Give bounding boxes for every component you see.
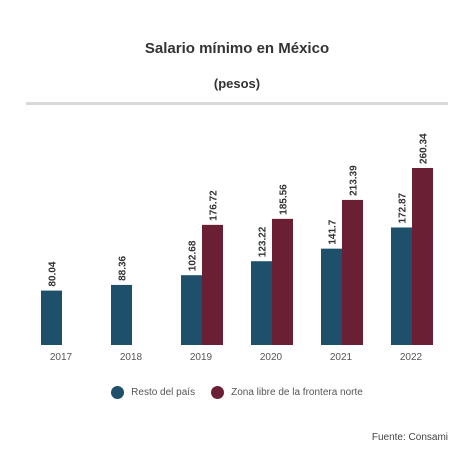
x-tick-label-2019: 2019 xyxy=(190,352,213,363)
data-label-frontera-2020: 185.56 xyxy=(279,184,290,215)
source-note: Fuente: Consami xyxy=(371,432,448,443)
data-label-resto-2018: 88.36 xyxy=(118,255,129,280)
bar-frontera-2019 xyxy=(202,224,223,345)
chart-subtitle: (pesos) xyxy=(213,76,261,91)
x-tick-label-2022: 2022 xyxy=(400,352,423,363)
bar-frontera-2022 xyxy=(412,168,433,345)
bar-chart: 80.04 2017 88.36 2018 102.68 176.72 2019 123.22… xyxy=(41,133,433,363)
legend-swatch-series-2 xyxy=(211,386,225,399)
data-label-resto-2021: 141.7 xyxy=(328,219,339,244)
data-label-resto-2020: 123.22 xyxy=(258,226,269,257)
x-tick-label-2017: 2017 xyxy=(50,352,73,363)
bar-resto-2021 xyxy=(321,248,342,345)
bar-resto-2018 xyxy=(111,284,132,345)
bar-frontera-2021 xyxy=(342,199,363,345)
data-label-frontera-2019: 176.72 xyxy=(209,190,220,221)
legend-swatch-series-1 xyxy=(111,386,125,399)
chart-title: Salario mínimo en México xyxy=(144,40,330,57)
x-tick-label-2020: 2020 xyxy=(260,352,283,363)
legend-item-series-1: Resto del país xyxy=(111,386,195,399)
data-label-resto-2019: 102.68 xyxy=(188,240,199,271)
data-label-resto-2022: 172.87 xyxy=(398,192,409,223)
legend-label-series-2: Zona libre de la frontera norte xyxy=(231,387,363,398)
x-tick-label-2021: 2021 xyxy=(330,352,353,363)
bar-resto-2017 xyxy=(41,290,62,345)
x-tick-label-2018: 2018 xyxy=(120,352,143,363)
data-label-frontera-2022: 260.34 xyxy=(419,133,430,164)
legend-label-series-1: Resto del país xyxy=(131,387,196,398)
legend-item-series-2: Zona libre de la frontera norte xyxy=(211,386,363,399)
bar-resto-2020 xyxy=(251,261,272,345)
bar-frontera-2020 xyxy=(272,218,293,345)
data-label-frontera-2021: 213.39 xyxy=(349,165,360,196)
title-divider xyxy=(26,102,448,105)
bar-resto-2022 xyxy=(391,227,412,345)
bar-resto-2019 xyxy=(181,275,202,345)
data-label-resto-2017: 80.04 xyxy=(48,261,59,286)
legend: Resto del país Zona libre de la frontera… xyxy=(0,386,474,399)
